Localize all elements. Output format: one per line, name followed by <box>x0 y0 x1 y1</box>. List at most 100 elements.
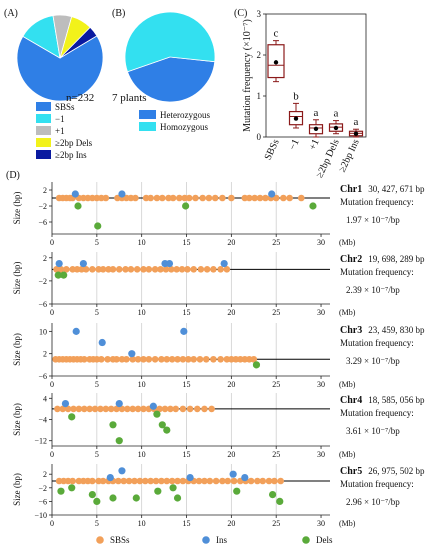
sbs-point <box>192 194 199 202</box>
sbs-point <box>219 194 226 202</box>
sbs-point <box>136 477 144 485</box>
mutation-frequency-label: Mutation frequency: <box>340 408 414 418</box>
panel-b-label: (B) <box>112 8 125 19</box>
sample-size-label: n=232 <box>66 92 94 104</box>
sbs-point <box>129 405 137 413</box>
sbs-point <box>69 477 76 485</box>
box-plot-mutation-frequency: 0 1 2 3 Mutation frequency (×10⁻⁷) c SBSs b −1 a +… <box>242 9 367 180</box>
sbs-point <box>197 266 205 273</box>
del-point <box>276 497 284 505</box>
sbs-point <box>145 266 153 273</box>
sbs-point <box>259 477 267 485</box>
sbs-point <box>125 477 133 485</box>
sbs-point <box>265 477 273 485</box>
legend-swatch <box>36 150 51 159</box>
x-tick-label: 10 <box>138 308 146 317</box>
del-point <box>169 484 177 492</box>
x-tick-label: 25 <box>272 380 280 389</box>
pie-chart-zygosity <box>124 11 216 103</box>
del-point <box>158 421 166 429</box>
sbs-point <box>158 477 165 485</box>
sbs-point <box>210 266 217 273</box>
ins-point <box>118 190 126 198</box>
x-tick-label: 25 <box>272 308 280 317</box>
sbs-point <box>212 477 220 485</box>
sbs-point <box>133 266 141 273</box>
sbs-point <box>185 194 193 202</box>
sbs-point <box>272 194 280 202</box>
del-point <box>57 487 65 495</box>
panel-a: (A) n=232 SBSs −1 +1 ≥2bp Dels ≥2bp Ins <box>4 8 104 160</box>
del-point <box>163 426 171 434</box>
mean-point <box>333 125 339 131</box>
sbs-point <box>89 477 96 485</box>
x-tick-label: 0 <box>50 308 54 317</box>
sbs-point <box>196 355 204 363</box>
x-tick-label: 5 <box>95 380 99 389</box>
sbs-point <box>140 266 147 273</box>
y-axis-label: Size (bp) <box>12 333 22 366</box>
y-tick-label: 2 <box>43 254 47 263</box>
chromosome-info: Chr3 23, 459, 830 bp <box>340 325 425 336</box>
mutation-frequency-value: 2.96 × 10⁻⁷/bp <box>346 497 400 507</box>
x-unit-label: (Mb) <box>339 380 356 389</box>
y-tick-label: −6 <box>38 372 47 381</box>
x-tick-label: 0 <box>50 450 54 459</box>
ins-point <box>106 474 114 482</box>
mutation-frequency-label: Mutation frequency: <box>340 197 414 207</box>
sbs-point <box>163 355 171 363</box>
chromosome-length: 18, 585, 056 bp <box>368 395 425 405</box>
ins-point <box>98 338 106 347</box>
x-tick-label: 15 <box>183 308 191 317</box>
sbs-point <box>245 194 253 202</box>
legend-swatch <box>139 122 156 131</box>
sbs-point <box>219 477 226 485</box>
legend-variant-types: SBSs Ins Dels <box>96 535 333 545</box>
y-tick-label: −2 <box>38 484 47 493</box>
chromosome-info: Chr4 18, 585, 056 bp <box>340 395 425 406</box>
y-tick-label: −2 <box>38 277 47 286</box>
sbs-point <box>97 405 104 413</box>
sbs-point <box>132 194 139 202</box>
y-tick-label: 1 <box>257 91 262 101</box>
sbs-point <box>134 405 142 413</box>
legend-swatch <box>139 110 156 119</box>
sbs-point <box>280 194 287 202</box>
sbs-point <box>224 477 232 485</box>
ins-point <box>268 190 276 198</box>
y-axis-label: Size (bp) <box>12 403 22 436</box>
legend-label: Ins <box>216 535 227 545</box>
chromosome-panel-chr1: 2 −2 −6 0 5 10 15 20 25 30 (Mb) Size (bp) Chr1 30, 42… <box>12 182 425 247</box>
legend-marker <box>96 536 104 544</box>
y-tick-label: −4 <box>38 416 47 425</box>
legend-label: Dels <box>316 535 333 545</box>
legend-marker <box>302 536 310 544</box>
x-tick-label: 0 <box>50 238 54 247</box>
del-point <box>233 487 241 495</box>
legend-zygosity: Heterozygous Homozygous <box>139 110 210 132</box>
y-tick-label: 2 <box>257 50 262 60</box>
x-tick-label: 10 <box>138 380 146 389</box>
legend-marker <box>202 536 210 544</box>
sbs-point <box>195 477 203 485</box>
mutation-frequency-value: 2.39 × 10⁻⁷/bp <box>346 285 400 295</box>
sbs-point <box>141 477 149 485</box>
y-tick-label: −6 <box>38 300 47 309</box>
x-tick-label: 30 <box>317 450 325 459</box>
x-unit-label: (Mb) <box>339 308 356 317</box>
x-tick-label: 25 <box>272 238 280 247</box>
sbs-point <box>179 355 187 363</box>
mutation-frequency-value: 3.29 × 10⁻⁷/bp <box>346 356 400 366</box>
x-tick-label: 5 <box>95 238 99 247</box>
sbs-point <box>82 266 90 273</box>
sbs-point <box>102 405 110 413</box>
sbs-point <box>190 355 197 363</box>
x-tick-label: 30 <box>317 380 325 389</box>
plants-label: 7 plants <box>112 92 147 104</box>
x-tick-label: 15 <box>183 519 191 528</box>
sbs-point <box>217 266 224 273</box>
ins-point <box>241 474 249 482</box>
sbs-point <box>179 405 187 413</box>
sbs-point <box>99 266 107 273</box>
